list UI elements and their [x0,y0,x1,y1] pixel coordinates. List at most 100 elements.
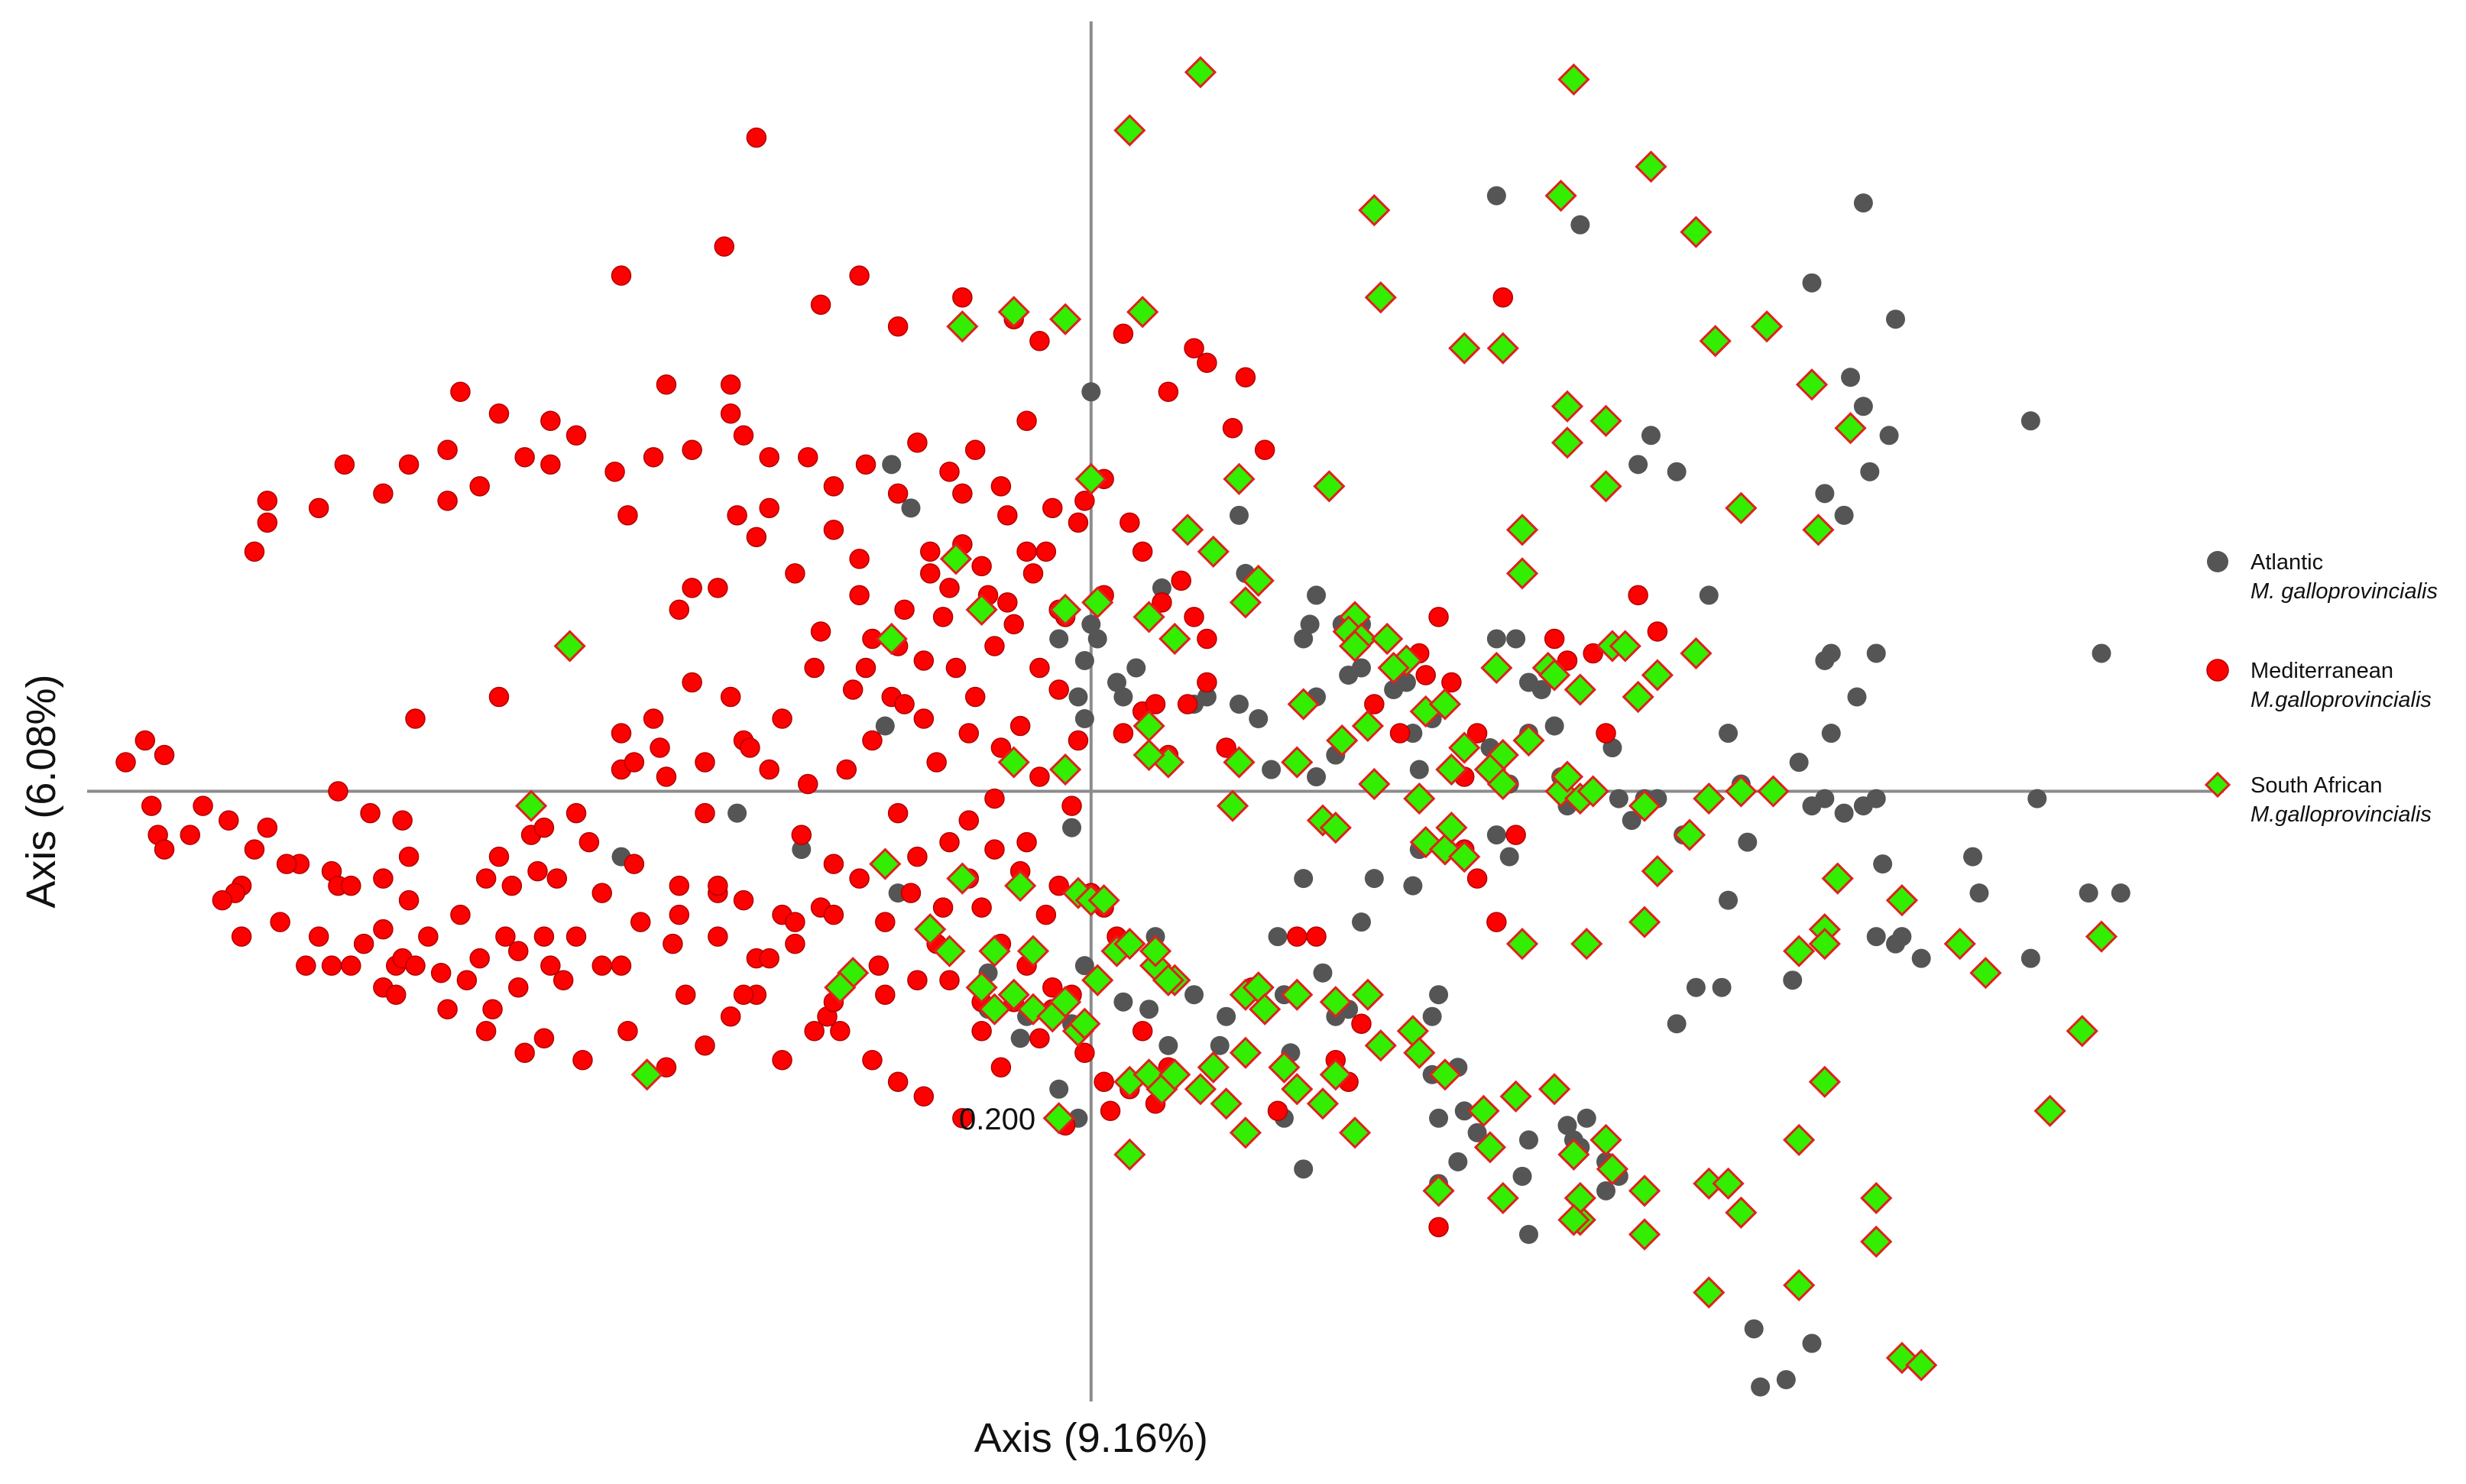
mediterranean-point [875,984,896,1005]
atlantic-point [1667,1014,1687,1034]
south-african-point [1628,789,1661,822]
atlantic-point [1738,832,1758,852]
south-african-point [1229,1036,1262,1069]
south-african-point [1628,1218,1661,1251]
south-african-point [1699,325,1732,358]
mediterranean-point [650,737,670,758]
mediterranean-point [971,897,992,918]
south-african-point [1557,1204,1590,1236]
atlantic-point [1351,658,1371,678]
south-african-point [1512,724,1545,757]
mediterranean-point [257,491,278,511]
mediterranean-point [1158,381,1179,403]
atlantic-point [1885,309,1905,329]
south-african-point [1480,651,1513,685]
south-african-point [1074,462,1107,495]
mediterranean-point [141,795,162,816]
atlantic-point [1486,186,1506,206]
south-african-point [1364,281,1397,314]
mediterranean-point [720,403,741,424]
atlantic-point [1866,789,1886,808]
south-african-point [1242,564,1275,598]
mediterranean-point [971,1020,992,1042]
mediterranean-point [1132,541,1153,562]
mediterranean-point [244,839,265,860]
mediterranean-point [656,1057,677,1078]
mediterranean-point [540,955,561,976]
mediterranean-point [514,1042,535,1063]
south-african-point [1757,775,1790,808]
south-african-point [1351,709,1385,743]
mediterranean-point [720,1006,741,1027]
atlantic-point [1712,977,1732,997]
mediterranean-point [785,933,805,954]
mediterranean-point [360,802,381,824]
mediterranean-point [952,483,973,504]
atlantic-point [1486,825,1506,845]
south-african-point [965,593,998,627]
atlantic-point [1744,1319,1764,1339]
south-african-point [1467,1094,1500,1127]
mediterranean-point [469,476,490,497]
atlantic-point [727,803,747,823]
mediterranean-point [565,425,587,446]
mediterranean-point [604,462,625,482]
mediterranean-point [533,1028,555,1048]
south-african-point [1358,194,1391,227]
mediterranean-point [1389,723,1411,744]
mediterranean-point [708,926,728,947]
south-african-point [1486,767,1519,801]
mediterranean-point [488,686,510,708]
south-african-point [1589,470,1622,503]
south-african-point [1152,964,1184,996]
south-african-point [1422,1175,1455,1207]
mediterranean-point [1466,723,1488,744]
mediterranean-point [212,889,233,911]
mediterranean-point [939,462,960,482]
south-african-point [997,296,1030,329]
mediterranean-point [932,897,954,918]
atlantic-point [1834,803,1854,823]
south-african-point [1268,1051,1301,1084]
mediterranean-point [797,447,818,468]
axis-scale-annotation: 0.200 [959,1103,1035,1136]
mediterranean-point [810,294,831,315]
mediterranean-point [405,708,426,729]
atlantic-point [1879,426,1899,446]
mediterranean-point [527,860,548,882]
mediterranean-point [180,825,200,845]
atlantic-point [1789,753,1809,773]
mediterranean-point [823,854,844,874]
mediterranean-point [308,497,329,519]
mediterranean-point [1287,926,1308,947]
south-african-point [1133,601,1165,633]
mediterranean-point [1113,323,1134,344]
south-african-point [1505,514,1539,546]
south-african-point [1113,928,1146,961]
atlantic-point [1081,614,1101,634]
south-african-point [1448,332,1481,365]
mediterranean-point [501,875,523,896]
south-african-point [1486,1181,1519,1214]
mediterranean-point [565,802,587,824]
mediterranean-point [1171,570,1191,591]
south-african-point [1576,775,1609,808]
south-african-point [1338,630,1372,663]
mediterranean-point [1222,418,1243,439]
mediterranean-point [682,672,702,693]
atlantic-point [1860,462,1880,481]
south-african-point [1589,1123,1622,1156]
south-african-point [1048,593,1082,627]
atlantic-point [1081,382,1101,402]
south-african-point [1808,1065,1841,1098]
atlantic-point [1113,992,1133,1012]
mediterranean-point [398,889,420,911]
atlantic-point [1802,796,1822,816]
atlantic-point [875,716,895,736]
south-african-point [1184,56,1217,89]
atlantic-point [2079,883,2098,903]
south-african-point [1184,1073,1217,1106]
mediterranean-point [1048,679,1069,700]
mediterranean-point [1035,541,1057,562]
south-african-point [946,310,979,343]
